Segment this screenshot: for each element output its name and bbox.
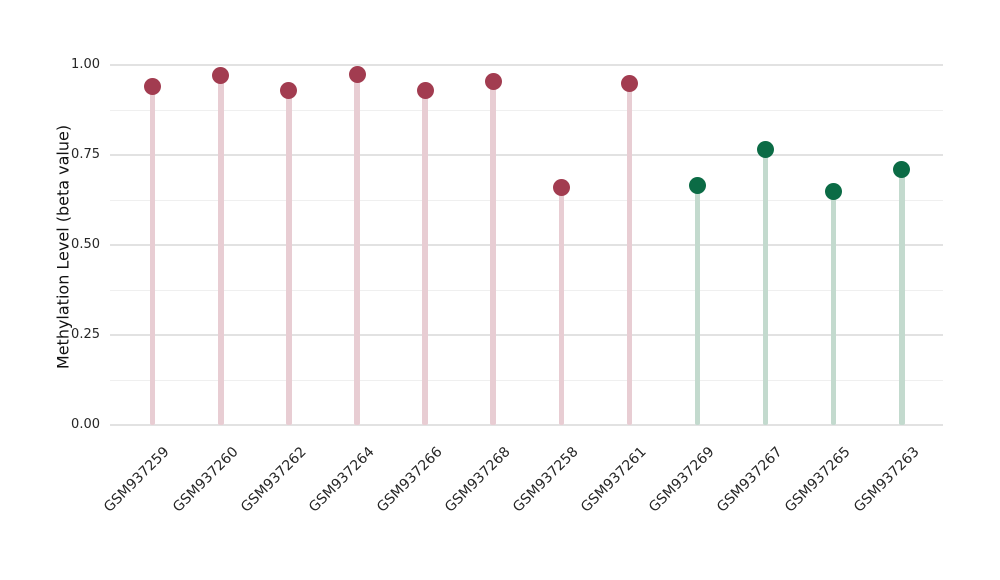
y-tick-label: 0.75 [71,147,100,162]
x-tick-label-GSM937269: GSM937269 [646,444,718,516]
y-tick-label: 0.50 [71,237,100,252]
x-tick-label-GSM937266: GSM937266 [373,444,446,516]
x-tick-label-GSM937268: GSM937268 [441,444,514,516]
plot-panel [110,20,943,426]
x-tick-label-GSM937259: GSM937259 [101,444,174,516]
x-tick-label-GSM937265: GSM937265 [782,444,855,516]
y-tick-label: 0.00 [71,417,100,432]
minor-gridline [110,379,943,381]
data-point-GSM937263 [893,160,911,178]
y-tick-label: 1.00 [71,57,100,72]
x-tick-label-GSM937267: GSM937267 [714,444,786,516]
stem-GSM937269 [694,185,701,425]
data-point-GSM937260 [212,67,230,85]
stem-GSM937264 [354,74,360,425]
data-point-GSM937264 [348,65,366,83]
major-gridline [110,154,943,156]
minor-gridline [110,289,943,291]
data-point-GSM937267 [757,141,775,159]
minor-gridline [110,109,943,111]
major-gridline [110,64,943,66]
data-point-GSM937259 [144,78,162,96]
data-point-GSM937261 [620,74,638,92]
major-gridline [110,424,943,426]
x-tick-label-GSM937258: GSM937258 [510,444,582,516]
stem-GSM937260 [218,75,224,425]
x-tick-label-GSM937262: GSM937262 [237,444,310,516]
data-point-GSM937266 [416,81,434,99]
minor-gridline [110,199,943,201]
data-point-GSM937265 [825,182,843,200]
major-gridline [110,334,943,336]
y-tick-label: 0.25 [71,327,100,342]
stem-GSM937259 [149,86,156,425]
stem-GSM937258 [558,187,565,425]
data-point-GSM937268 [484,72,502,90]
x-tick-label-GSM937260: GSM937260 [169,444,242,516]
data-point-GSM937258 [552,178,570,196]
stem-GSM937262 [286,90,292,425]
stem-GSM937265 [830,191,837,425]
stem-GSM937268 [490,81,496,425]
x-tick-label-GSM937261: GSM937261 [578,444,650,516]
x-tick-label-GSM937263: GSM937263 [850,444,923,516]
major-gridline [110,244,943,246]
x-tick-label-GSM937264: GSM937264 [305,444,378,516]
stem-GSM937261 [626,83,633,425]
stem-GSM937263 [899,169,905,425]
data-point-GSM937262 [280,81,298,99]
stem-GSM937267 [762,149,769,425]
stem-GSM937266 [422,90,428,425]
data-point-GSM937269 [689,177,706,195]
